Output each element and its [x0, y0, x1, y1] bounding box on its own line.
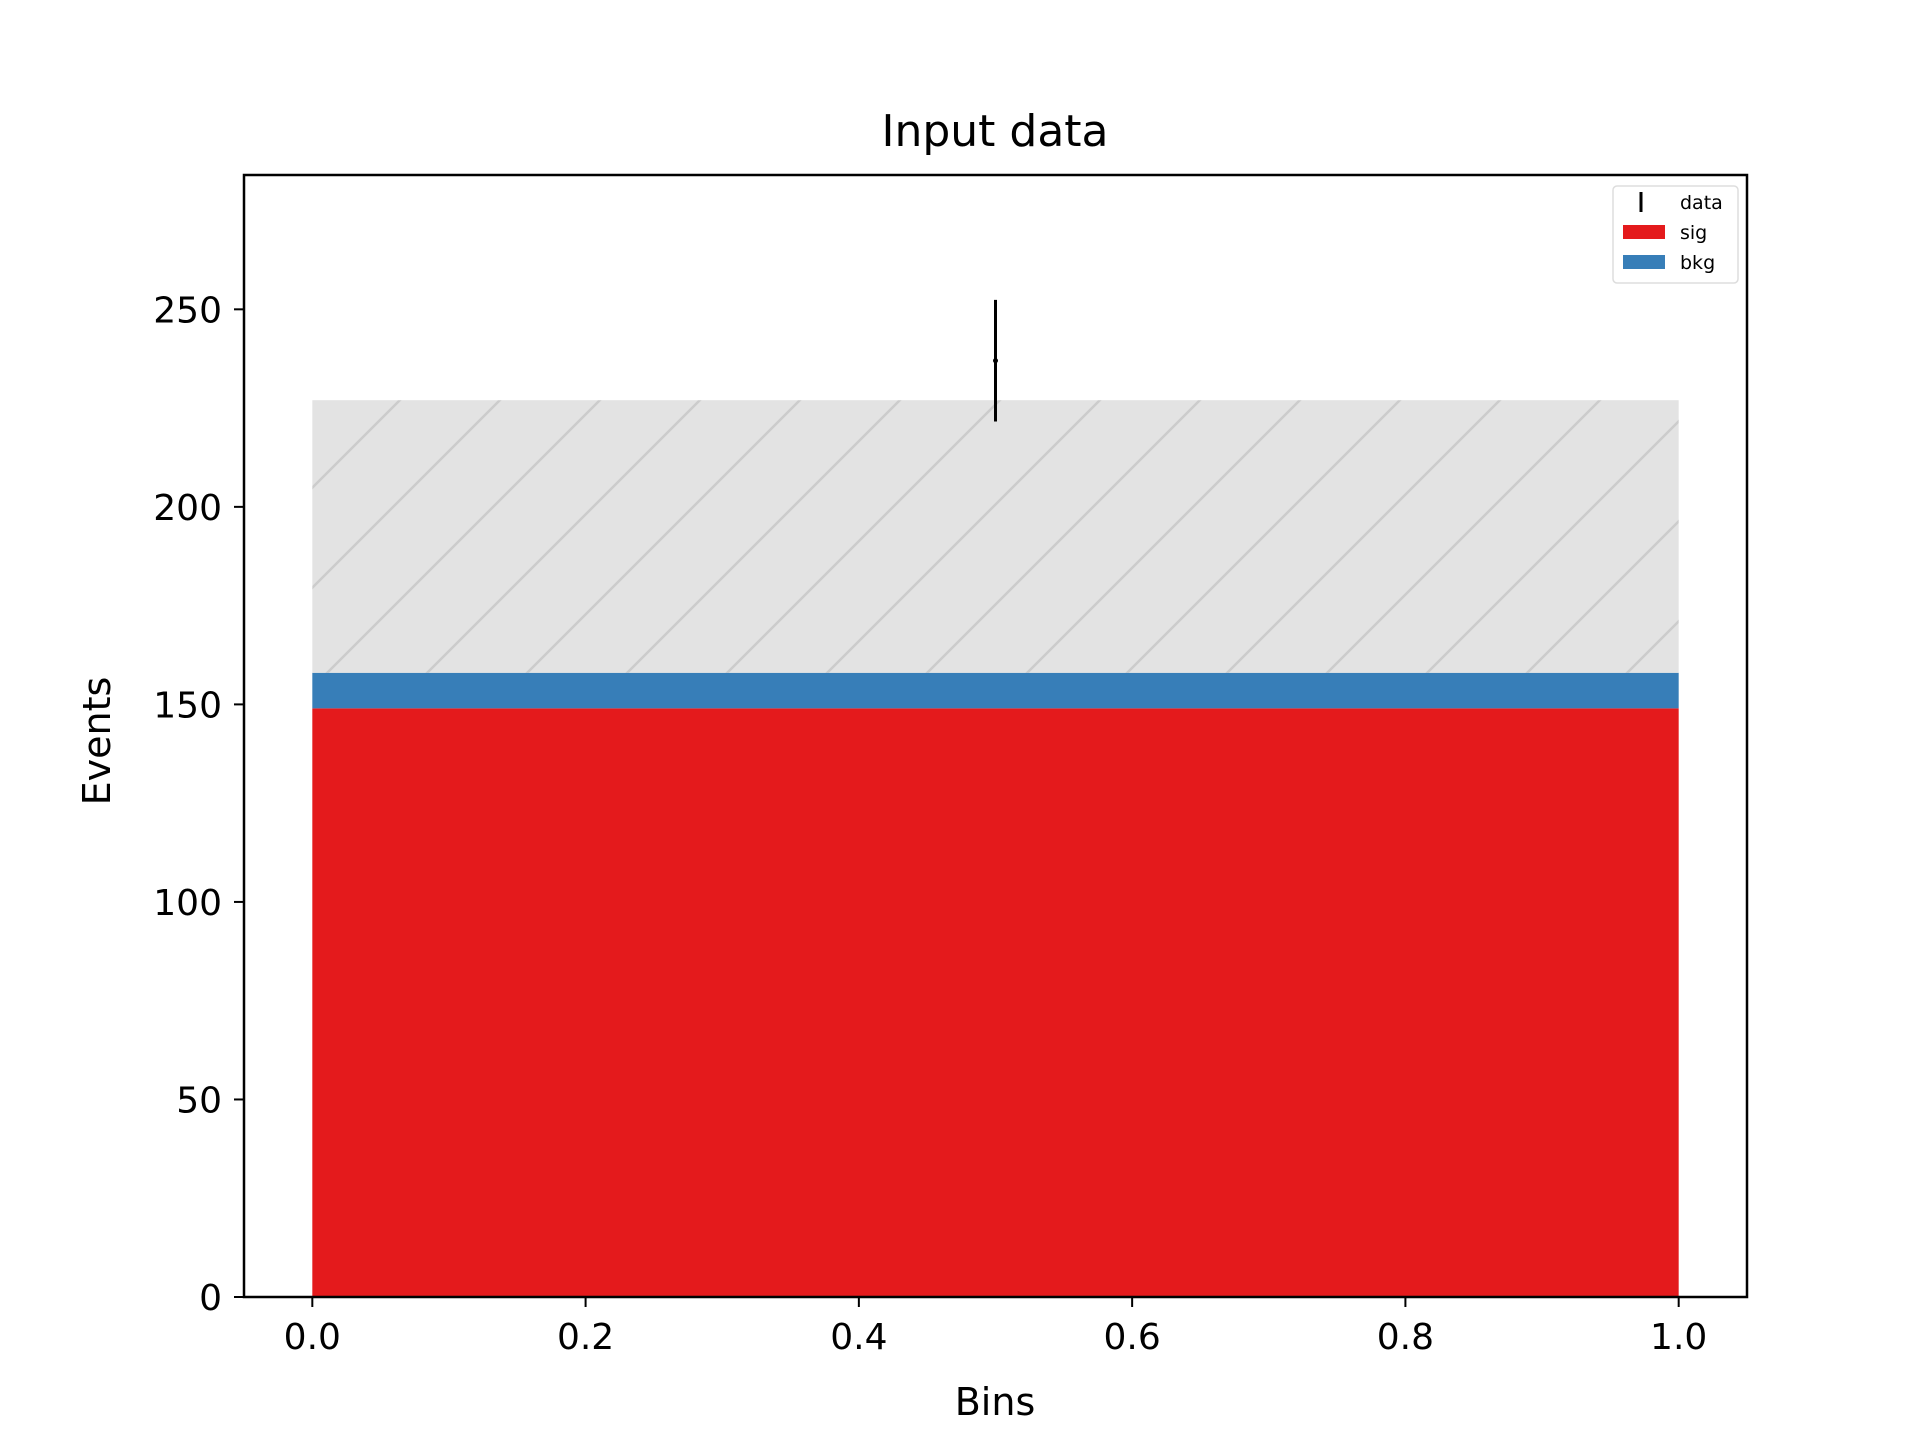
- y-tick-label: 150: [153, 685, 222, 726]
- data-point: [993, 358, 998, 364]
- y-tick-label: 200: [153, 488, 222, 529]
- x-tick-label: 0.6: [1104, 1317, 1161, 1358]
- legend-sig-label: sig: [1680, 222, 1707, 244]
- axis-ticks: 0.0 0.2 0.4 0.6 0.8 1.0 0 50 100 150 200 250: [153, 290, 1707, 1358]
- y-tick-label: 50: [176, 1080, 222, 1121]
- legend-bkg-swatch: [1623, 255, 1665, 269]
- bar-bkg: [312, 672, 1679, 709]
- legend-sig-swatch: [1623, 225, 1665, 239]
- x-tick-label: 0.0: [284, 1317, 341, 1358]
- legend-bkg-label: bkg: [1680, 252, 1715, 274]
- x-tick-label: 1.0: [1650, 1317, 1707, 1358]
- x-tick-label: 0.4: [830, 1317, 887, 1358]
- x-tick-label: 0.2: [557, 1317, 614, 1358]
- chart-title: Input data: [881, 106, 1108, 157]
- y-axis-label: Events: [75, 677, 119, 806]
- x-tick-label: 0.8: [1377, 1317, 1434, 1358]
- uncertainty-band-hatch: [312, 400, 1679, 673]
- legend: data sig bkg: [1612, 185, 1739, 284]
- bar-sig: [312, 708, 1679, 1297]
- legend-data-label: data: [1680, 192, 1723, 214]
- axes-frame: [242, 173, 1749, 1299]
- y-tick-label: 100: [153, 883, 222, 924]
- y-tick-label: 0: [199, 1278, 222, 1319]
- x-axis-label: Bins: [955, 1380, 1036, 1424]
- plot-marks: [312, 299, 1679, 1297]
- y-tick-label: 250: [153, 290, 222, 331]
